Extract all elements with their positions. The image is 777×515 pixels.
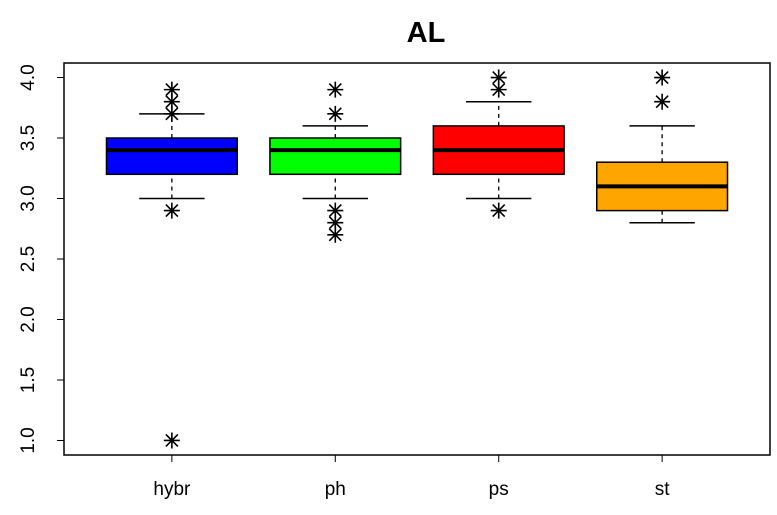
y-tick-label: 2.5 (18, 246, 39, 272)
outlier (163, 93, 180, 110)
x-tick-label: hybr (153, 479, 191, 500)
outlier (327, 226, 344, 243)
plot-frame (63, 62, 771, 456)
outlier (163, 202, 180, 219)
x-tick-label: st (655, 479, 671, 500)
outlier (163, 81, 180, 98)
outlier (490, 69, 507, 86)
outlier (490, 202, 507, 219)
y-tick-label: 1.0 (18, 427, 39, 453)
outlier (327, 202, 344, 219)
outlier (327, 105, 344, 122)
outlier (163, 432, 180, 449)
y-tick-label: 3.0 (18, 185, 39, 211)
outlier (654, 69, 671, 86)
outlier (327, 81, 344, 98)
box (105, 137, 238, 176)
y-tick-label: 4.0 (18, 64, 39, 90)
outlier (163, 105, 180, 122)
x-tick-label: ps (489, 479, 509, 500)
y-tick-label: 2.0 (18, 306, 39, 332)
x-tick-label: ph (325, 479, 346, 500)
chart-title: AL (407, 17, 446, 49)
y-tick-label: 3.5 (18, 125, 39, 151)
outlier (654, 93, 671, 110)
outlier (490, 81, 507, 98)
outlier (327, 214, 344, 231)
y-tick-label: 1.5 (18, 367, 39, 393)
box (269, 137, 402, 176)
